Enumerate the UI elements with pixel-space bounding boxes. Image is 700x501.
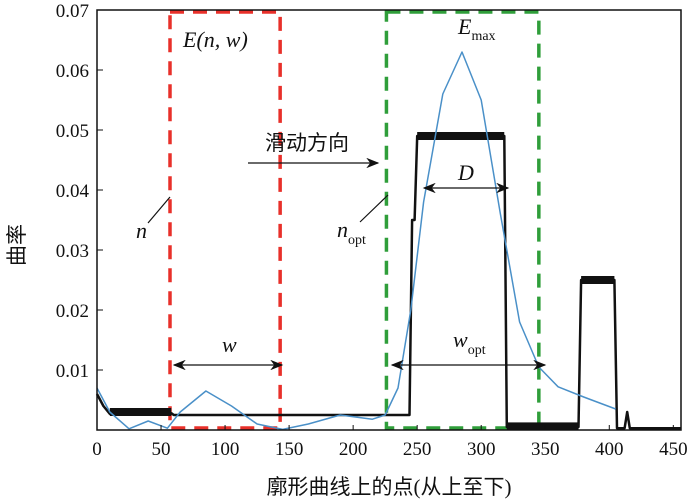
- annotation-direction: 滑动方向: [265, 131, 349, 155]
- annotation-wopt: wopt: [453, 327, 486, 358]
- annotation-nopt: nopt: [337, 217, 366, 248]
- y-axis-label: 曲率: [5, 224, 29, 266]
- y-tick-label: 0.06: [56, 61, 89, 82]
- x-tick-label: 450: [659, 439, 688, 460]
- smoothed-energy-line: [96, 51, 616, 431]
- annotation-window: E(n, w): [182, 27, 248, 52]
- annotation-D: D: [457, 160, 474, 185]
- y-tick-label: 0.01: [56, 361, 89, 382]
- y-tick-label: 0.02: [56, 301, 89, 322]
- curvature-noise-band: [417, 132, 505, 140]
- x-tick-label: 150: [275, 439, 304, 460]
- x-tick-label: 50: [152, 439, 171, 460]
- x-tick-label: 250: [403, 439, 432, 460]
- annotation-w: w: [222, 332, 237, 357]
- x-tick-label: 400: [595, 439, 624, 460]
- annotation-n: n: [136, 218, 147, 243]
- x-tick-label: 200: [339, 439, 368, 460]
- x-axis-label: 廓形曲线上的点(从上至下): [267, 475, 512, 499]
- nopt-pointer: [359, 194, 389, 223]
- window-optimal: [384, 10, 541, 430]
- x-tick-label: 100: [211, 439, 240, 460]
- y-tick-label: 0.05: [56, 121, 89, 142]
- y-tick-label: 0.04: [56, 181, 90, 202]
- annotation-emax: Emax: [457, 14, 496, 44]
- x-tick-label: 350: [531, 439, 560, 460]
- curvature-noise-band: [581, 276, 615, 284]
- plot-frame: [96, 9, 682, 431]
- y-tick-label: 0.07: [56, 1, 89, 22]
- y-tick-label: 0.03: [56, 241, 89, 262]
- curvature-noise-band: [506, 422, 579, 431]
- curvature-noise-band: [109, 408, 172, 416]
- n-pointer: [147, 196, 171, 224]
- x-tick-label: 0: [92, 439, 102, 460]
- x-tick-label: 300: [467, 439, 496, 460]
